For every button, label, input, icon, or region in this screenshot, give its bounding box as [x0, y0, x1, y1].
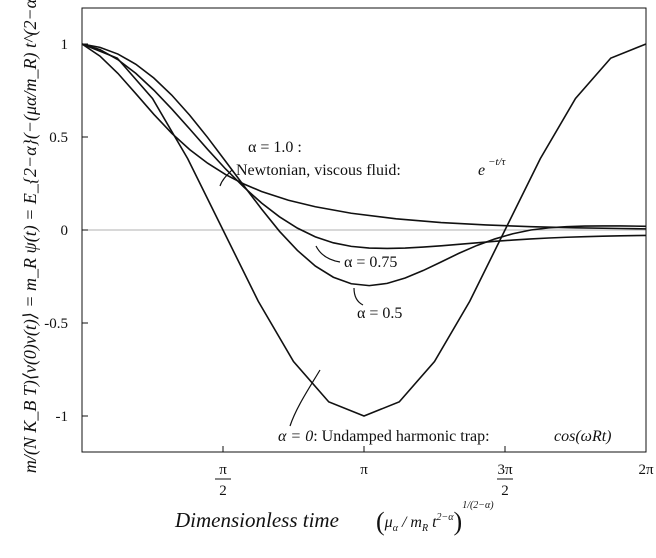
- series-line-alpha-1: [81, 43, 647, 230]
- x-axis-label: Dimensionless time (μα / mR t2−α)1/(2−α): [174, 500, 494, 536]
- leader-alpha-1: [219, 169, 233, 187]
- annotation-alpha-1: α = 1.0 :: [248, 139, 302, 156]
- annotation-exp-power: −t/τ: [488, 156, 507, 168]
- leader-alpha-0: [289, 369, 321, 427]
- annotation-newtonian: Newtonian, viscous fluid:: [236, 162, 401, 179]
- leader-alpha-05: [353, 287, 364, 306]
- y-axis-label-text: m/(N K_B T)⟨v(0)v(t)⟩ = m_R ψ(t) = E_{2−…: [20, 0, 41, 473]
- y-tick-label: 1: [61, 37, 69, 53]
- y-tick-label: -1: [56, 409, 69, 425]
- annotation-alpha-0-label: α = 0: [278, 428, 313, 445]
- annotation-alpha-0-text: : Undamped harmonic trap:: [313, 428, 489, 445]
- annotation-cos-expr: cos(ωRt): [554, 428, 612, 445]
- annotation-alpha-0: α = 0: Undamped harmonic trap:: [278, 428, 490, 445]
- x-tick-label: 2π: [638, 462, 654, 478]
- series-line-alpha-0-5: [81, 43, 647, 287]
- series-line-alpha-0-75: [81, 43, 647, 250]
- y-tick-label: 0: [61, 223, 69, 239]
- y-tick-label: 0.5: [49, 130, 68, 146]
- x-axis-label-math: (μα / mR t2−α)1/(2−α): [376, 500, 494, 536]
- x-tick-label: π: [360, 462, 368, 478]
- y-tick-label: -0.5: [44, 316, 68, 332]
- series-line-alpha-0: [81, 43, 647, 417]
- annotation-exp-base: e: [478, 162, 485, 179]
- leader-alpha-075: [315, 245, 341, 263]
- x-tick-label-numerator: π: [219, 462, 227, 478]
- x-tick-label-numerator: 3π: [497, 462, 513, 478]
- annotation-alpha-075: α = 0.75: [344, 254, 397, 271]
- annotation-newtonian-text: Newtonian, viscous fluid:: [236, 162, 401, 179]
- y-axis-label: m/(N K_B T)⟨v(0)v(t)⟩ = m_R ψ(t) = E_{2−…: [20, 0, 41, 473]
- axes: [81, 7, 647, 453]
- x-tick-label-denominator: 2: [219, 483, 227, 499]
- series: [81, 43, 647, 417]
- annotation-alpha-1-line1: α = 1.0 :: [248, 139, 302, 156]
- annotations: α = 1.0 : Newtonian, viscous fluid: e −t…: [219, 139, 612, 445]
- annotation-alpha-05: α = 0.5: [357, 305, 402, 322]
- x-axis-label-text: Dimensionless time: [174, 508, 339, 532]
- x-tick-label-denominator: 2: [501, 483, 509, 499]
